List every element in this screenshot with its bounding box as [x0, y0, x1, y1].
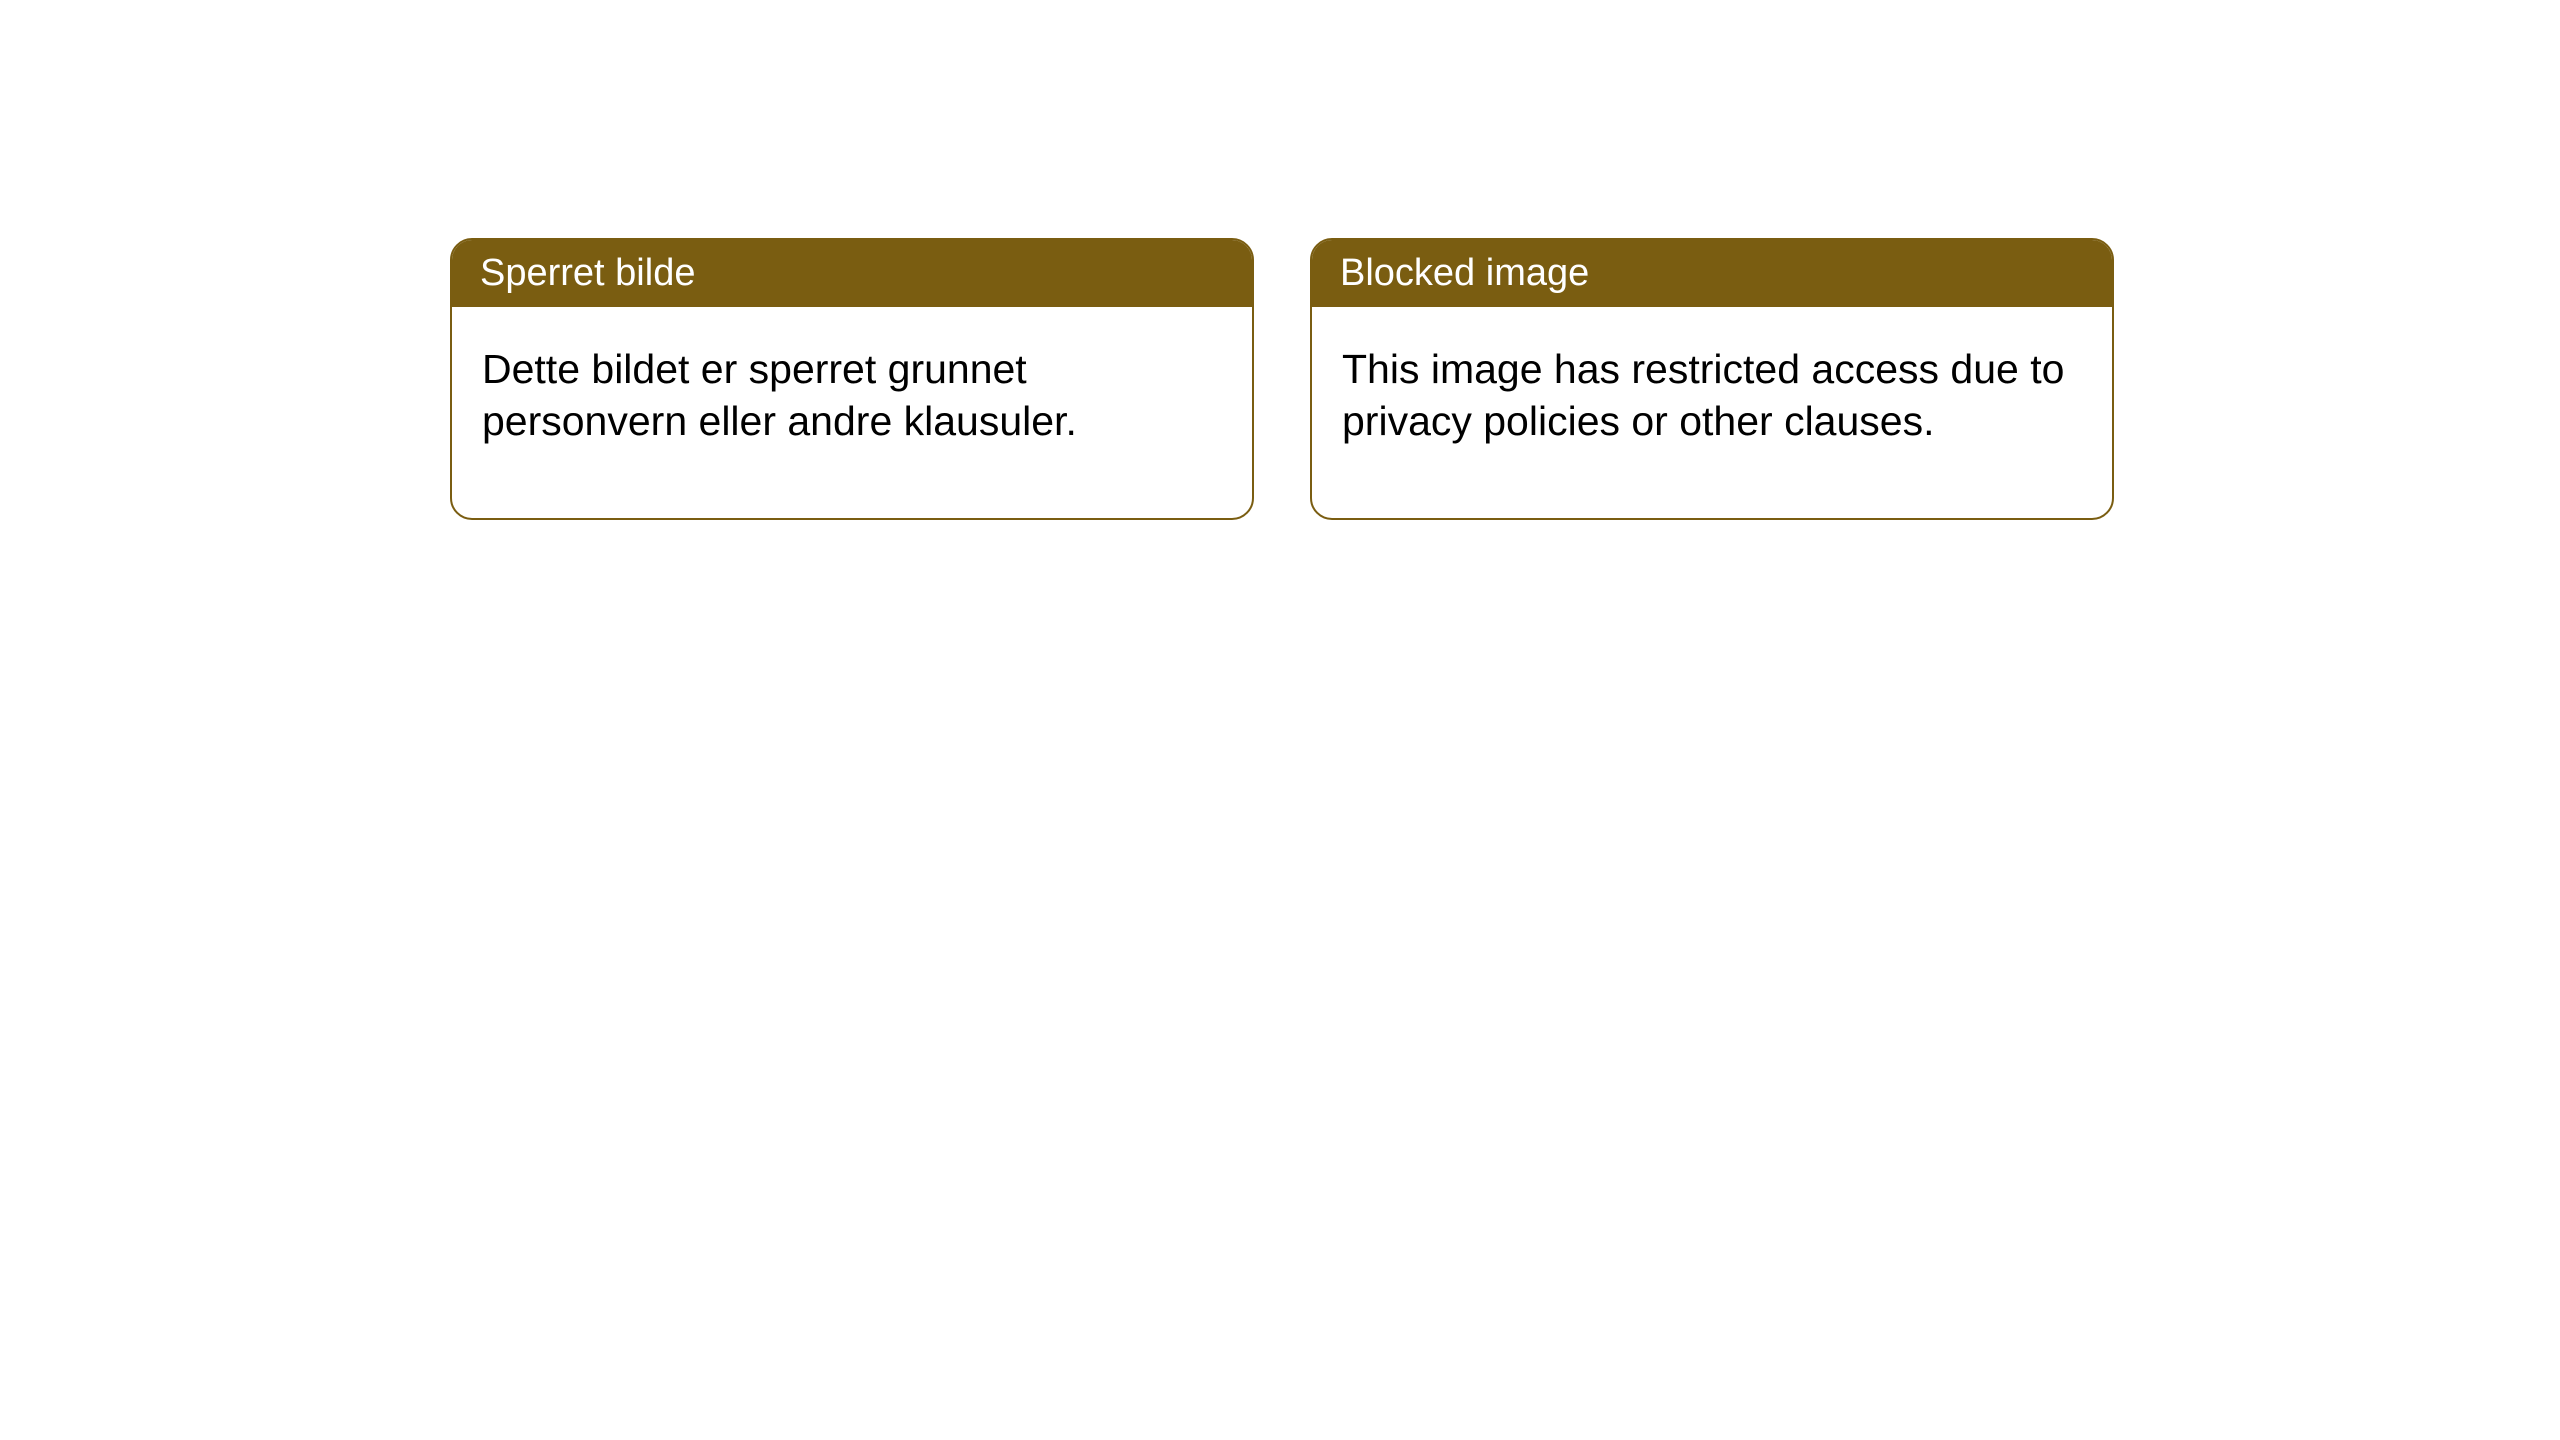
notice-box-english: Blocked image This image has restricted …: [1310, 238, 2114, 520]
notice-box-norwegian: Sperret bilde Dette bildet er sperret gr…: [450, 238, 1254, 520]
notice-header: Sperret bilde: [452, 240, 1252, 307]
notice-body: Dette bildet er sperret grunnet personve…: [452, 307, 1252, 518]
notice-body: This image has restricted access due to …: [1312, 307, 2112, 518]
notice-header: Blocked image: [1312, 240, 2112, 307]
notice-container: Sperret bilde Dette bildet er sperret gr…: [450, 238, 2114, 520]
